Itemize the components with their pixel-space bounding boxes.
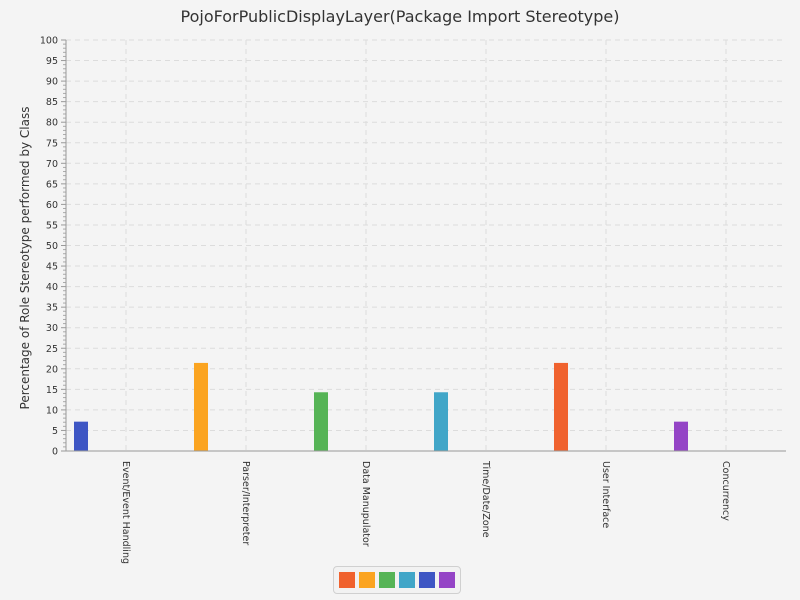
legend-swatch [339,572,355,588]
legend-swatch [419,572,435,588]
bar [194,362,208,451]
y-tick-label: 80 [46,118,58,129]
y-tick-label: 85 [46,97,58,108]
y-tick-label: 100 [40,36,58,47]
y-tick-label: 45 [46,262,58,273]
y-tick-label: 30 [46,323,58,334]
y-tick-label: 35 [46,303,58,314]
x-tick-label: Concurrency [720,461,731,521]
legend-swatch [359,572,375,588]
x-tick-label: User Interface [600,461,611,528]
y-tick-label: 95 [46,56,58,67]
bar [674,421,688,451]
y-tick-label: 55 [46,220,58,231]
y-tick-label: 75 [46,138,58,149]
x-tick-label: Time/Date/Zone [480,460,491,538]
legend-swatch [399,572,415,588]
x-tick-label: Parser/Interpreter [240,461,251,545]
y-tick-label: 25 [46,344,58,355]
y-tick-label: 5 [52,426,58,437]
y-tick-label: 20 [46,364,58,375]
bar [554,362,568,451]
chart-title: PojoForPublicDisplayLayer(Package Import… [180,7,620,26]
bar [74,421,88,451]
bar [314,392,328,451]
y-tick-label: 40 [46,282,58,293]
legend [333,566,461,594]
y-tick-label: 50 [46,241,58,252]
y-tick-label: 90 [46,77,58,88]
legend-swatch [439,572,455,588]
y-tick-label: 65 [46,179,58,190]
y-tick-label: 15 [46,385,58,396]
y-tick-label: 0 [52,447,58,458]
y-tick-label: 70 [46,159,58,170]
bar [434,392,448,451]
x-tick-label: Event/Event Handling [120,461,131,564]
y-tick-label: 60 [46,200,58,211]
x-tick-label: Data Manupulator [360,461,371,547]
legend-swatch [379,572,395,588]
y-tick-label: 10 [46,405,58,416]
